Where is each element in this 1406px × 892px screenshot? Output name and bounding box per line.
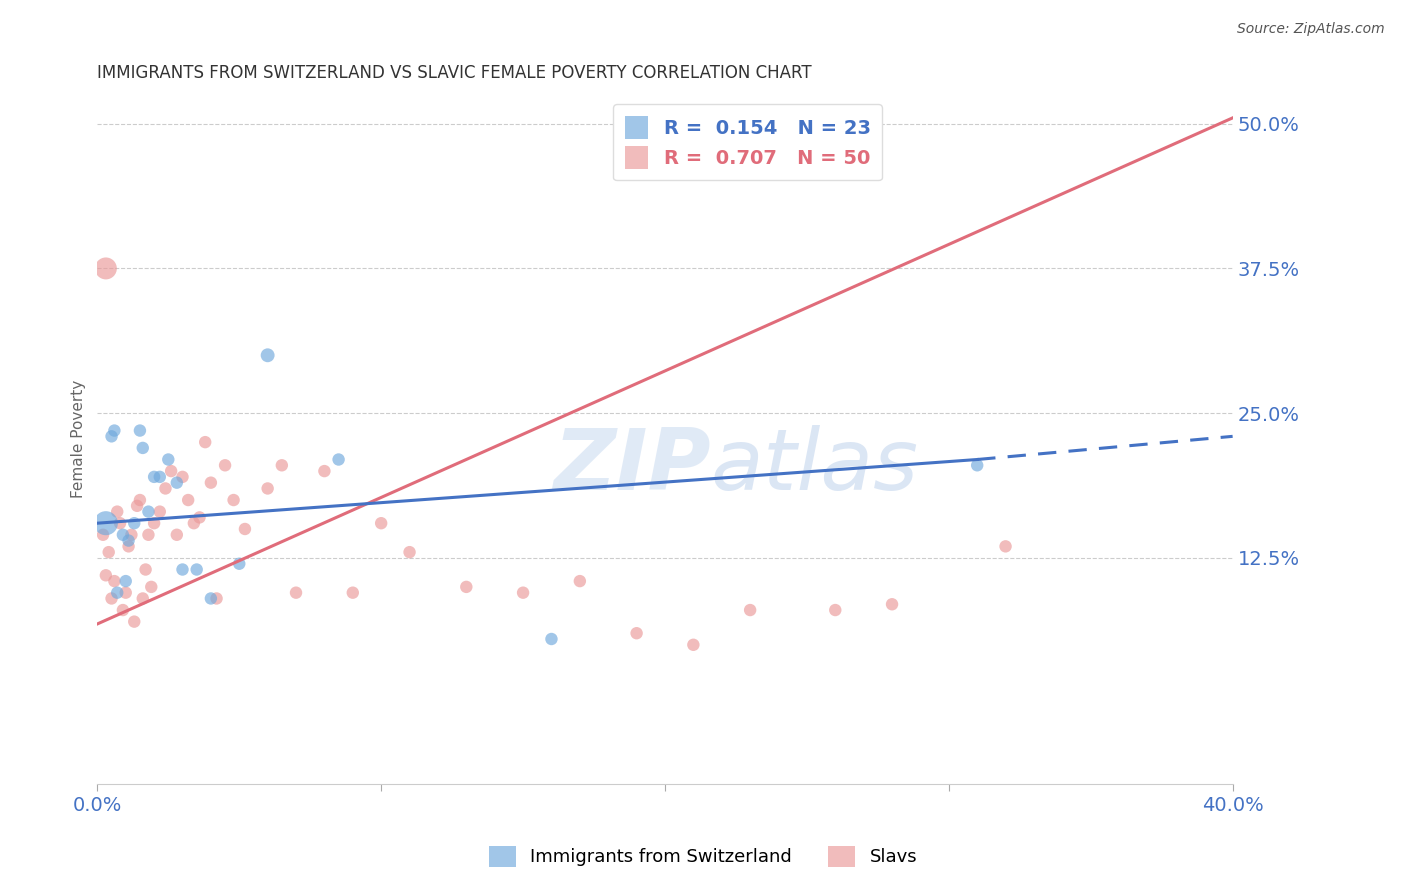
Point [114,585,136,599]
Point [143,470,166,484]
Point [105,585,128,599]
Point [143,516,166,531]
Point [135,562,157,576]
Point [138,505,160,519]
Text: Source: ZipAtlas.com: Source: ZipAtlas.com [1237,22,1385,37]
Point [103,574,125,588]
Point [149,505,172,519]
Point [100,591,122,606]
Point [120,528,142,542]
Point [512,585,534,599]
Point [370,516,392,531]
Point [111,603,134,617]
Point [94,516,117,531]
Point [626,626,648,640]
Point [880,597,903,611]
Point [285,585,308,599]
Point [100,429,122,443]
Point [540,632,562,646]
Point [740,603,762,617]
Point [155,482,177,496]
Point [682,638,704,652]
Point [129,493,152,508]
Point [108,516,131,531]
Point [314,464,336,478]
Text: atlas: atlas [710,425,918,508]
Point [183,516,205,531]
Point [398,545,420,559]
Point [117,540,139,554]
Point [157,452,180,467]
Point [122,615,145,629]
Point [188,510,211,524]
Point [91,528,114,542]
Legend: Immigrants from Switzerland, Slavs: Immigrants from Switzerland, Slavs [481,838,925,874]
Point [568,574,591,588]
Point [111,528,134,542]
Point [214,458,236,473]
Point [172,562,194,576]
Point [256,348,278,362]
Point [127,499,149,513]
Legend: R =  0.154   N = 23, R =  0.707   N = 50: R = 0.154 N = 23, R = 0.707 N = 50 [613,104,883,180]
Point [966,458,988,473]
Point [166,528,188,542]
Point [994,540,1017,554]
Point [103,424,125,438]
Point [160,464,183,478]
Point [177,493,200,508]
Point [222,493,245,508]
Point [105,505,128,519]
Text: ZIP: ZIP [553,425,710,508]
Point [97,545,120,559]
Point [456,580,478,594]
Point [138,528,160,542]
Point [194,435,217,450]
Point [149,470,172,484]
Point [205,591,228,606]
Point [256,482,278,496]
Point [824,603,846,617]
Point [132,441,155,455]
Point [129,424,152,438]
Point [166,475,188,490]
Y-axis label: Female Poverty: Female Poverty [72,380,86,499]
Point [94,261,117,276]
Point [94,568,117,582]
Point [342,585,364,599]
Point [233,522,256,536]
Point [200,591,222,606]
Point [117,533,139,548]
Point [172,470,194,484]
Point [228,557,250,571]
Point [122,516,145,531]
Point [132,591,155,606]
Point [200,475,222,490]
Point [328,452,350,467]
Text: IMMIGRANTS FROM SWITZERLAND VS SLAVIC FEMALE POVERTY CORRELATION CHART: IMMIGRANTS FROM SWITZERLAND VS SLAVIC FE… [97,64,813,82]
Point [270,458,292,473]
Point [141,580,163,594]
Point [114,574,136,588]
Point [186,562,208,576]
